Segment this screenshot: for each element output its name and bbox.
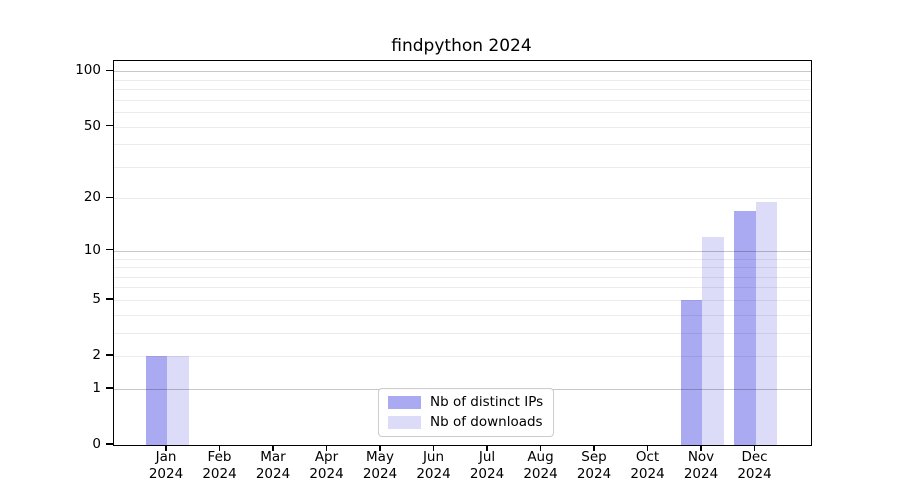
y-tick-label-2: 2 [92, 347, 101, 364]
x-tick-mark-feb [218, 445, 221, 451]
bar-downloads-jan [167, 356, 189, 445]
y-tick-label-0: 0 [92, 436, 101, 452]
x-tick-label-may: May 2024 [362, 449, 398, 482]
minor-gridline-60 [114, 112, 811, 114]
x-tick-mark-apr [325, 445, 328, 451]
bar-distinct-ips-jan [145, 356, 167, 445]
x-tick-mark-nov [700, 445, 702, 451]
y-tick-label-1: 1 [92, 379, 101, 396]
x-tick-label-aug: Aug 2024 [523, 449, 558, 482]
minor-gridline-6 [114, 287, 811, 289]
minor-gridline-5 [114, 299, 811, 301]
x-tick-label-nov: Nov 2024 [683, 449, 719, 482]
minor-gridline-2 [114, 356, 811, 358]
x-tick-label-sep: Sep 2024 [576, 449, 612, 482]
y-tick-label-20: 20 [83, 189, 101, 206]
legend-entry-distinct-ips: Nb of distinct IPs [388, 394, 543, 410]
y-tick-mark-10 [106, 249, 113, 251]
x-tick-label-jan: Jan 2024 [148, 449, 184, 482]
y-tick-label-50: 50 [83, 117, 101, 134]
x-tick-label-feb: Feb 2024 [202, 449, 237, 482]
x-tick-mark-oct [646, 445, 649, 451]
minor-gridline-80 [114, 89, 811, 91]
x-tick-label-apr: Apr 2024 [309, 449, 344, 482]
minor-gridline-90 [114, 79, 811, 81]
bar-downloads-dec [755, 202, 777, 445]
y-tick-mark-0 [106, 443, 113, 445]
plot-area [113, 60, 812, 446]
bar-distinct-ips-dec [734, 210, 756, 445]
x-tick-label-jun: Jun 2024 [416, 449, 451, 482]
bar-downloads-nov [702, 237, 724, 445]
minor-gridline-3 [114, 332, 811, 334]
x-tick-mark-aug [539, 445, 542, 451]
x-tick-label-jul: Jul 2024 [469, 449, 505, 482]
y-tick-mark-1 [106, 387, 113, 389]
major-gridline-10 [114, 250, 811, 252]
x-tick-label-dec: Dec 2024 [737, 449, 772, 482]
major-gridline-100 [114, 71, 811, 73]
x-tick-mark-jan [165, 445, 167, 451]
minor-gridline-40 [114, 144, 811, 146]
y-tick-label-10: 10 [83, 241, 101, 258]
x-tick-mark-mar [272, 445, 274, 451]
x-tick-label-oct: Oct 2024 [630, 449, 665, 482]
x-tick-label-mar: Mar 2024 [255, 449, 291, 482]
y-tick-mark-5 [106, 298, 113, 300]
y-tick-mark-2 [106, 354, 113, 356]
minor-gridline-50 [114, 126, 811, 128]
chart-title: findpython 2024 [391, 36, 532, 56]
y-tick-mark-50 [106, 124, 113, 127]
minor-gridline-20 [114, 198, 811, 200]
y-tick-label-5: 5 [92, 290, 101, 307]
legend-label-downloads: Nb of downloads [430, 414, 543, 430]
bar-distinct-ips-nov [680, 299, 702, 445]
legend: Nb of distinct IPs Nb of downloads [378, 388, 555, 437]
x-tick-mark-dec [753, 445, 756, 451]
x-tick-mark-jul [486, 445, 488, 451]
x-tick-mark-sep [593, 445, 595, 451]
minor-gridline-30 [114, 166, 811, 168]
x-tick-mark-jun [432, 445, 435, 451]
minor-gridline-7 [114, 276, 811, 278]
minor-gridline-9 [114, 258, 811, 260]
legend-swatch-downloads [388, 415, 421, 429]
x-tick-mark-may [379, 445, 381, 451]
minor-gridline-70 [114, 99, 811, 101]
y-tick-mark-100 [106, 69, 113, 71]
y-tick-label-100: 100 [75, 62, 101, 79]
minor-gridline-8 [114, 267, 811, 269]
minor-gridline-4 [114, 314, 811, 316]
y-tick-mark-20 [106, 196, 113, 199]
legend-entry-downloads: Nb of downloads [388, 414, 543, 430]
legend-swatch-distinct-ips [388, 395, 421, 409]
legend-label-distinct-ips: Nb of distinct IPs [430, 394, 544, 410]
